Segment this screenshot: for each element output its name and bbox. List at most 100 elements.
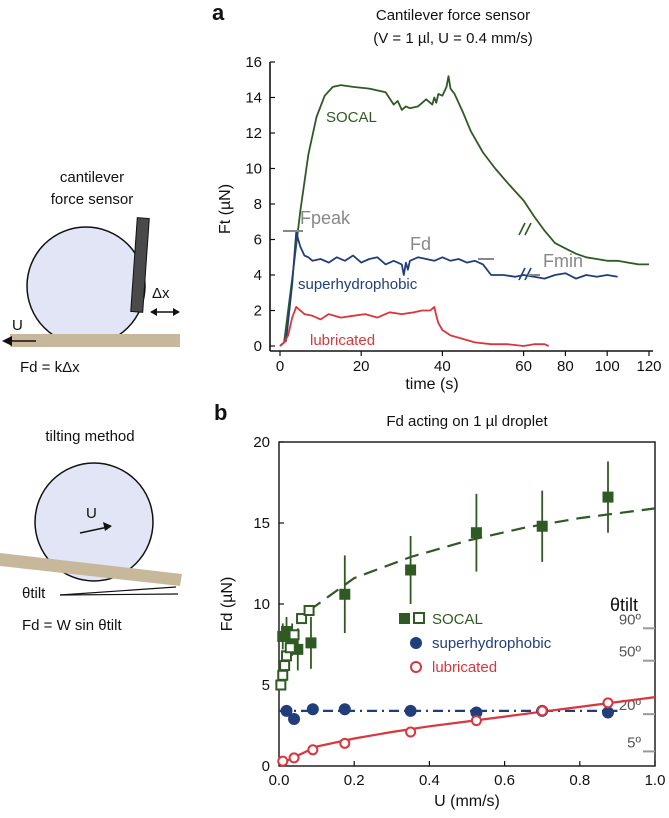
break-mark-socal-2 xyxy=(524,222,532,236)
delta-x-arrowhead-left xyxy=(150,308,157,316)
point-superhydrophobic-0 xyxy=(280,704,293,717)
point-socal-open-4 xyxy=(284,642,296,654)
tilting-schematic: tilting method U θtilt Fd = W sin θtilt xyxy=(0,428,182,634)
panel-a-xtick-label-0: 0 xyxy=(276,358,284,375)
tilted-substrate xyxy=(0,553,182,586)
panel-b-ytick-label-3: 15 xyxy=(253,515,270,532)
panel-a-series-line-lubricated xyxy=(279,305,550,347)
point-socal-open-7 xyxy=(303,604,315,616)
droplet xyxy=(26,226,146,346)
tilting-u-label: U xyxy=(86,505,97,522)
cantilever-schematic: cantilever force sensor Δx U Fd = kΔx xyxy=(2,169,180,376)
point-lubricated-2 xyxy=(307,744,319,756)
socal-label: SOCAL xyxy=(326,109,377,126)
panel-b-xtick-label-2: 0.4 xyxy=(419,772,440,789)
point-socal-filled-1 xyxy=(281,626,293,638)
panel-b-xtick-label-5: 1.0 xyxy=(645,772,666,789)
point-socal-filled-7 xyxy=(470,527,482,539)
u-arrowhead xyxy=(2,336,12,346)
legend-superhydrophobic-marker xyxy=(410,637,422,649)
panel-b-legend: SOCAL superhydrophobic lubricated xyxy=(399,611,552,676)
panel-b-ytick-label-2: 10 xyxy=(253,596,270,613)
fit-line-2 xyxy=(278,696,656,766)
theta-tick-label-1: 50º xyxy=(619,644,642,661)
point-socal-open-1 xyxy=(277,669,289,681)
panel-b-title: Fd acting on 1 µl droplet xyxy=(386,413,548,430)
theta-tick-label-0: 90º xyxy=(619,611,642,628)
panel-b-xlabel: U (mm/s) xyxy=(434,793,500,810)
panel-a-x-ticks: 0 20 40 60 80 100 120 xyxy=(276,351,662,375)
point-lubricated-3 xyxy=(339,737,351,749)
point-superhydrophobic-7 xyxy=(602,706,614,719)
panel-b-x-ticks: 0.0 0.2 0.4 0.6 0.8 1.0 xyxy=(269,761,666,789)
point-lubricated-7 xyxy=(602,697,614,709)
panel-a: a Cantilever force sensor (V = 1 µl, U =… xyxy=(212,0,662,393)
panel-a-title-line2: (V = 1 µl, U = 0.4 mm/s) xyxy=(373,30,533,47)
fd-label: Fd xyxy=(410,234,431,254)
panel-a-frame xyxy=(269,62,653,352)
panel-a-xlabel: time (s) xyxy=(405,376,458,393)
legend-lubricated: lubricated xyxy=(432,659,497,676)
point-socal-filled-4 xyxy=(305,637,317,649)
panel-a-xtick-label-3: 60 xyxy=(515,358,532,375)
panel-b-xtick-label-1: 0.2 xyxy=(344,772,365,789)
panel-a-xtick-label-2: 40 xyxy=(434,358,451,375)
panel-a-ytick-label-4: 8 xyxy=(254,196,262,213)
angle-line-horizontal xyxy=(59,593,179,596)
panel-a-series xyxy=(279,75,649,347)
panel-a-series-line-superhydrophobic xyxy=(279,231,618,347)
panel-a-ytick-label-0: 0 xyxy=(254,338,262,355)
legend-lubricated-marker xyxy=(410,661,422,673)
point-socal-open-2 xyxy=(279,660,291,672)
point-lubricated-5 xyxy=(470,715,482,727)
panel-a-xtick-label-4: 80 xyxy=(557,358,574,375)
panel-a-ytick-label-1: 2 xyxy=(254,303,262,320)
u-label: U xyxy=(12,317,23,334)
cantilever-title-line2: force sensor xyxy=(51,191,134,208)
tilting-u-arrowhead xyxy=(103,522,112,531)
point-socal-filled-8 xyxy=(536,520,548,532)
point-socal-filled-5 xyxy=(339,588,351,600)
tilting-u-arrow xyxy=(79,526,109,534)
superhydrophobic-label: superhydrophobic xyxy=(298,276,418,293)
cantilever-formula: Fd = kΔx xyxy=(20,359,80,376)
point-superhydrophobic-4 xyxy=(404,704,417,717)
theta-axis-title: θtilt xyxy=(610,595,638,615)
point-socal-filled-3 xyxy=(292,643,304,655)
delta-x-arrowhead-right xyxy=(173,308,180,316)
panel-b-ytick-label-0: 0 xyxy=(262,758,270,775)
panel-a-ylabel: Ft (µN) xyxy=(217,184,234,234)
point-socal-filled-6 xyxy=(405,564,417,576)
legend-superhydrophobic: superhydrophobic xyxy=(432,635,552,652)
fit-line-0 xyxy=(308,507,656,612)
panel-a-ytick-label-8: 16 xyxy=(245,54,262,71)
panel-b-frame xyxy=(278,441,656,767)
panel-a-ytick-label-6: 12 xyxy=(245,125,262,142)
point-socal-filled-9 xyxy=(602,491,614,503)
legend-socal-open-square xyxy=(413,612,425,624)
point-superhydrophobic-5 xyxy=(470,706,483,719)
panel-a-series-line-socal xyxy=(279,75,649,347)
angle-line-tilted xyxy=(59,586,177,596)
point-socal-open-0 xyxy=(275,679,287,691)
point-lubricated-1 xyxy=(288,752,300,764)
theta-label: θtilt xyxy=(22,585,46,602)
point-superhydrophobic-1 xyxy=(288,713,301,726)
panel-b: b Fd acting on 1 µl droplet 0 5 10 15 20 0.0… xyxy=(214,400,665,810)
legend-socal: SOCAL xyxy=(432,611,483,628)
panel-b-xtick-label-0: 0.0 xyxy=(269,772,290,789)
panel-a-ytick-label-5: 10 xyxy=(245,161,262,178)
panel-a-ytick-label-3: 6 xyxy=(254,232,262,249)
panel-b-xtick-label-3: 0.6 xyxy=(494,772,515,789)
panel-b-ytick-label-4: 20 xyxy=(253,434,270,451)
fmin-label: Fmin xyxy=(543,251,583,271)
delta-x-label: Δx xyxy=(152,285,170,302)
point-lubricated-0 xyxy=(277,755,289,767)
panel-a-title-line1: Cantilever force sensor xyxy=(376,7,530,24)
lubricated-label: lubricated xyxy=(310,332,375,349)
point-lubricated-6 xyxy=(536,705,548,717)
panel-b-letter: b xyxy=(214,400,227,425)
panel-a-ytick-label-2: 4 xyxy=(254,267,262,284)
panel-a-axis-break xyxy=(518,222,532,281)
